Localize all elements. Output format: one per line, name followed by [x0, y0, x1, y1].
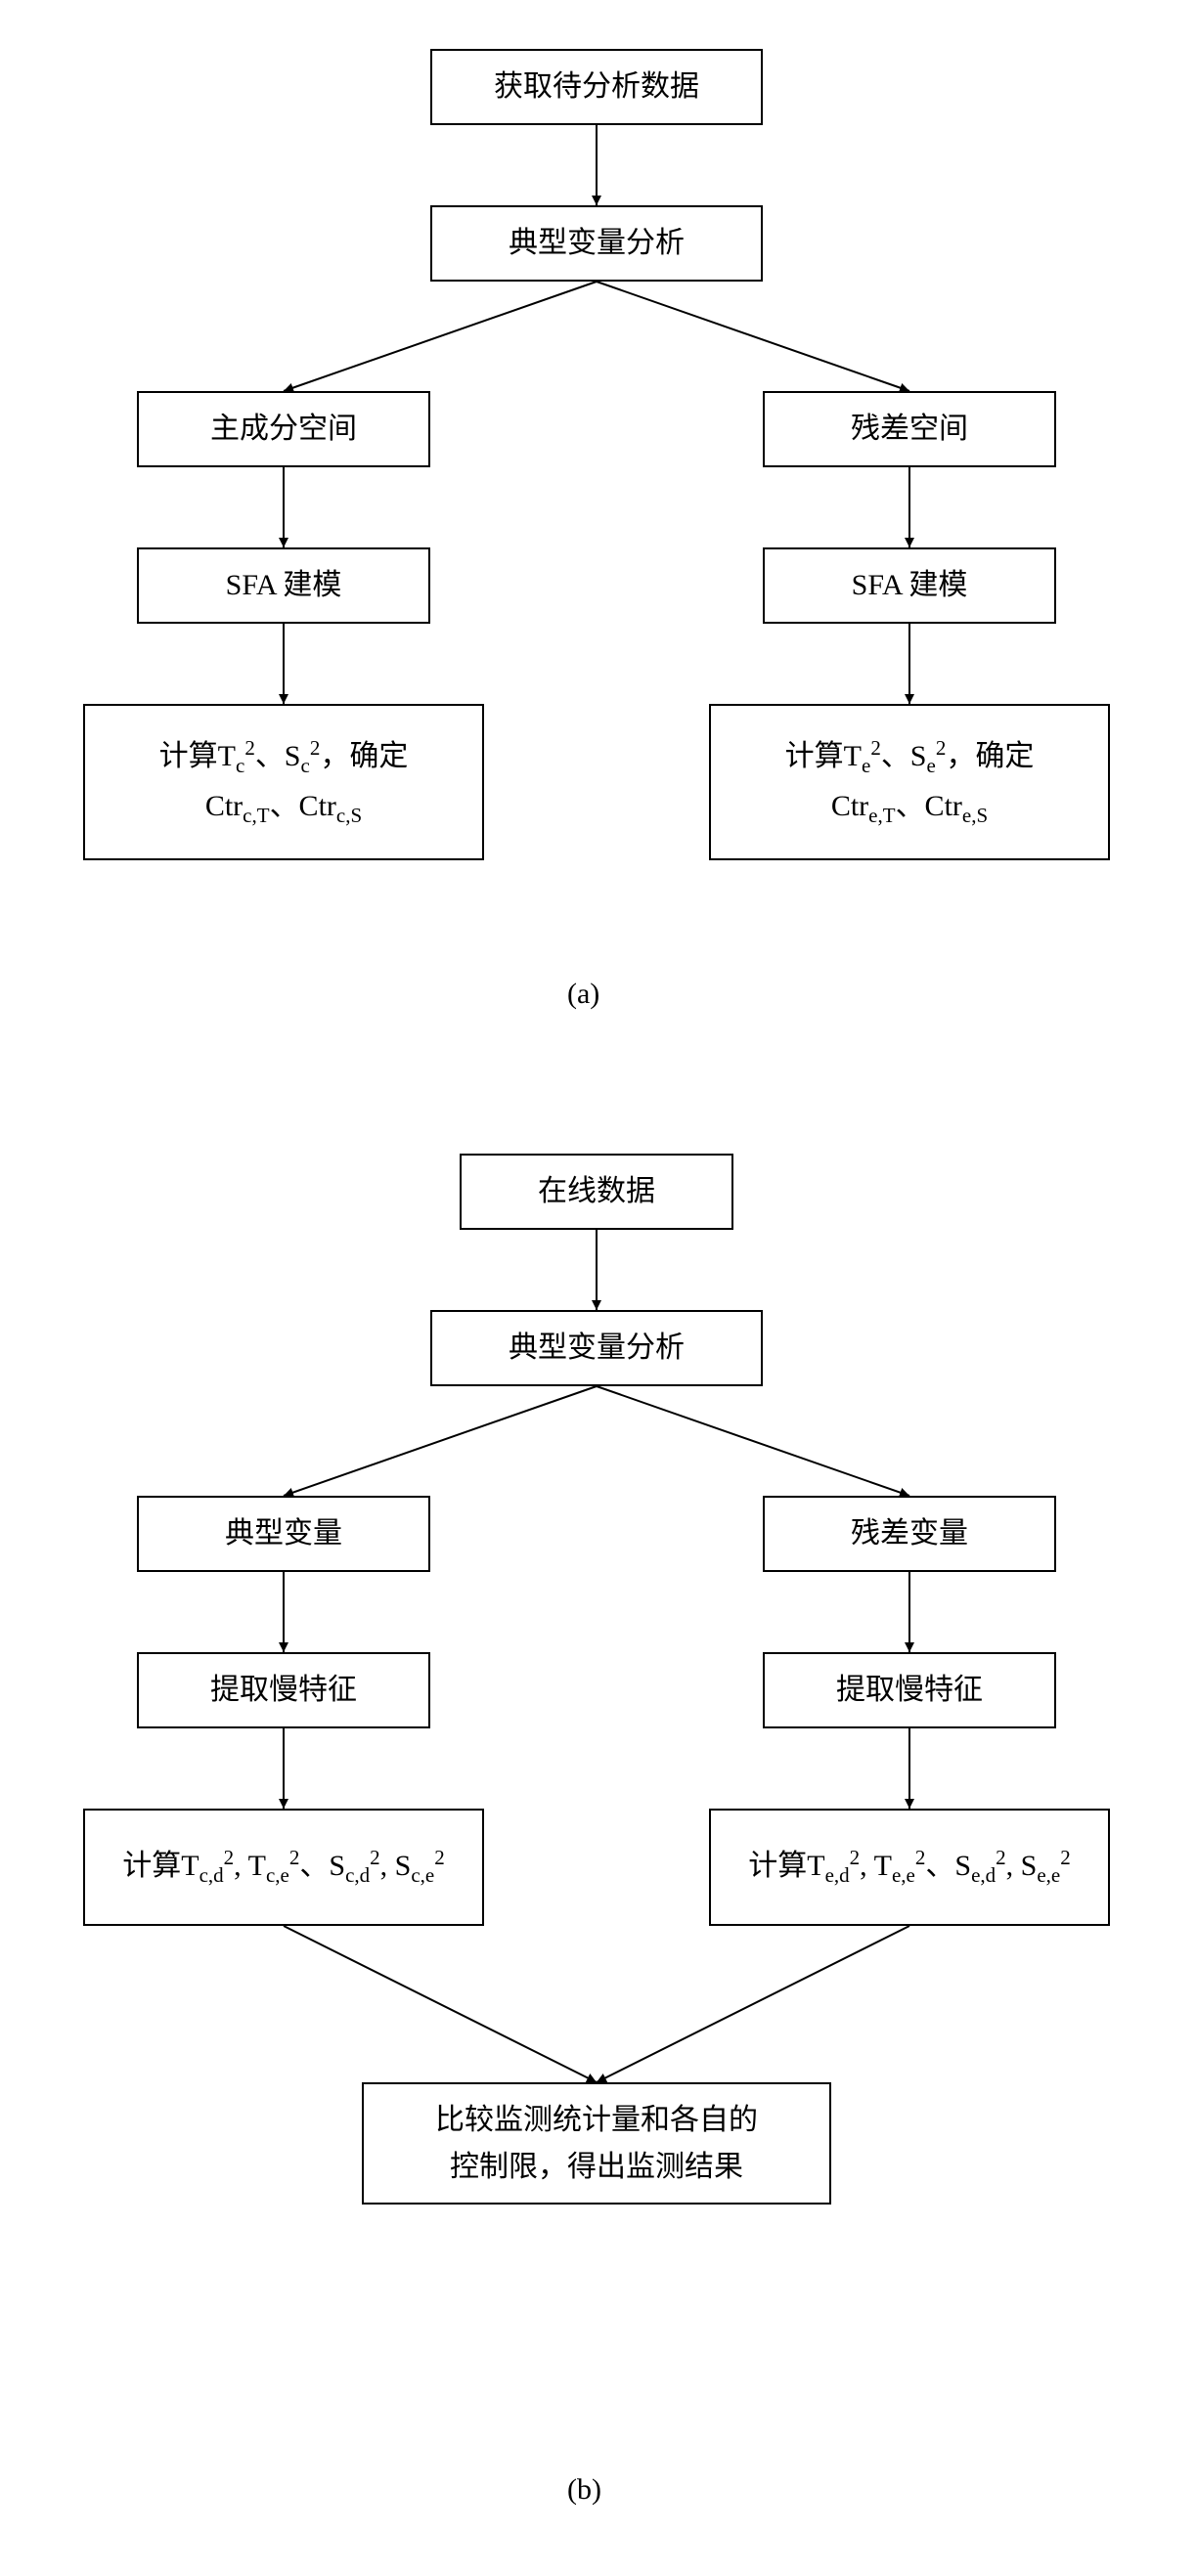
m9-label: 比较监测统计量和各自的控制限，得出监测结果: [435, 2097, 758, 2191]
diagram-a-n2: 典型变量分析: [430, 205, 763, 282]
diagram-b-m2: 典型变量分析: [430, 1310, 763, 1386]
m2-label: 典型变量分析: [509, 1325, 685, 1372]
m1-label: 在线数据: [538, 1168, 655, 1215]
n4-label: 残差空间: [851, 406, 968, 453]
diagram-b-caption: (b): [567, 2473, 601, 2507]
diagram-a-n4: 残差空间: [763, 391, 1056, 467]
n2-label: 典型变量分析: [509, 220, 685, 267]
m3-label: 典型变量: [225, 1510, 342, 1557]
diagram-a-n3: 主成分空间: [137, 391, 430, 467]
n6-label: SFA 建模: [852, 562, 968, 609]
diagram-b-m7: 计算Tc,d2, Tc,e2、Sc,d2, Sc,e2: [83, 1809, 484, 1926]
n7-label: 计算Tc2、Sc2，确定Ctrc,T、Ctrc,S: [159, 732, 409, 832]
diagram-b-m5: 提取慢特征: [137, 1652, 430, 1728]
m6-label: 提取慢特征: [836, 1667, 983, 1714]
diagram-a-n5: SFA 建模: [137, 547, 430, 624]
diagram-b-m4: 残差变量: [763, 1496, 1056, 1572]
diagram-b-m3: 典型变量: [137, 1496, 430, 1572]
diagram-a-caption: (a): [567, 978, 599, 1011]
diagram-b-m1: 在线数据: [460, 1154, 733, 1230]
n8-label: 计算Te2、Se2，确定Ctre,T、Ctre,S: [785, 732, 1035, 832]
diagram-a-n6: SFA 建模: [763, 547, 1056, 624]
diagram-b-m8: 计算Te,d2, Te,e2、Se,d2, Se,e2: [709, 1809, 1110, 1926]
diagram-a-n1: 获取待分析数据: [430, 49, 763, 125]
m7-label: 计算Tc,d2, Tc,e2、Sc,d2, Sc,e2: [122, 1842, 444, 1893]
n1-label: 获取待分析数据: [494, 64, 699, 110]
n3-label: 主成分空间: [210, 406, 357, 453]
diagram-a-n7: 计算Tc2、Sc2，确定Ctrc,T、Ctrc,S: [83, 704, 484, 860]
diagram-b-m9: 比较监测统计量和各自的控制限，得出监测结果: [362, 2082, 831, 2205]
n5-label: SFA 建模: [226, 562, 342, 609]
diagram-b-m6: 提取慢特征: [763, 1652, 1056, 1728]
m5-label: 提取慢特征: [210, 1667, 357, 1714]
diagram-a-n8: 计算Te2、Se2，确定Ctre,T、Ctre,S: [709, 704, 1110, 860]
m8-label: 计算Te,d2, Te,e2、Se,d2, Se,e2: [748, 1842, 1070, 1893]
m4-label: 残差变量: [851, 1510, 968, 1557]
